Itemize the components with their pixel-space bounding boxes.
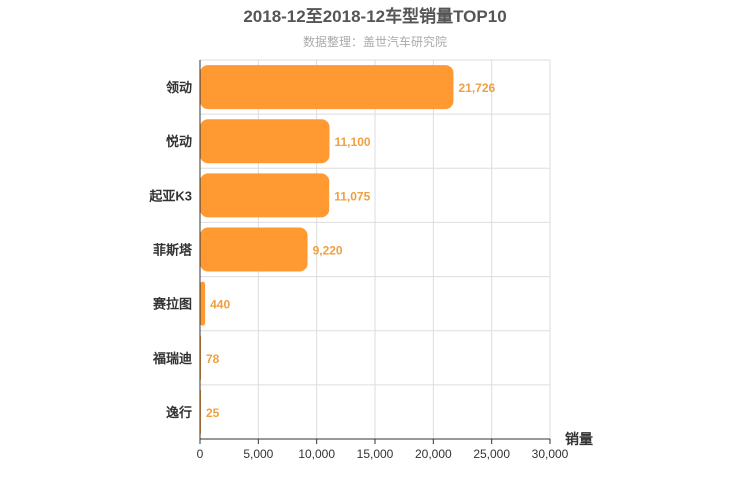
x-tick-label: 10,000	[298, 447, 335, 461]
category-label: 起亚K3	[148, 188, 192, 203]
grid-lines	[200, 59, 551, 439]
value-label: 11,075	[334, 189, 370, 203]
bar	[200, 173, 330, 218]
value-label: 11,100	[335, 135, 371, 149]
chart-subtitle: 数据整理：盖世汽车研究院	[303, 34, 447, 49]
value-label: 9,220	[313, 244, 343, 258]
category-label: 领动	[166, 80, 192, 95]
x-tick-label: 15,000	[357, 447, 394, 461]
category-label: 逸行	[166, 405, 192, 420]
x-tick-label: 25,000	[473, 447, 510, 461]
bars	[200, 65, 454, 434]
bar	[200, 227, 308, 272]
x-tick-label: 20,000	[415, 447, 452, 461]
category-label: 菲斯塔	[153, 243, 193, 258]
x-axis-title: 销量	[565, 431, 593, 447]
value-label: 25	[206, 406, 220, 420]
value-label: 440	[210, 298, 230, 312]
x-tick-label: 0	[197, 447, 204, 461]
value-label: 21,726	[458, 81, 495, 95]
x-tick-label: 5,000	[243, 447, 273, 461]
bar	[200, 65, 454, 110]
x-tick-label: 30,000	[532, 447, 569, 461]
bar	[200, 119, 330, 164]
x-tick-labels: 0 5,000 10,000 15,000 20,000 25,000 30,000	[197, 439, 569, 461]
value-label: 78	[206, 352, 220, 366]
value-labels: 21,726 11,100 11,075 9,220 440 78 25	[206, 81, 495, 420]
category-label: 悦动	[166, 134, 192, 149]
chart-title: 2018-12至2018-12车型销量TOP10	[243, 6, 506, 26]
category-label: 福瑞迪	[152, 351, 192, 366]
bar	[200, 281, 206, 326]
category-label: 赛拉图	[152, 297, 192, 312]
